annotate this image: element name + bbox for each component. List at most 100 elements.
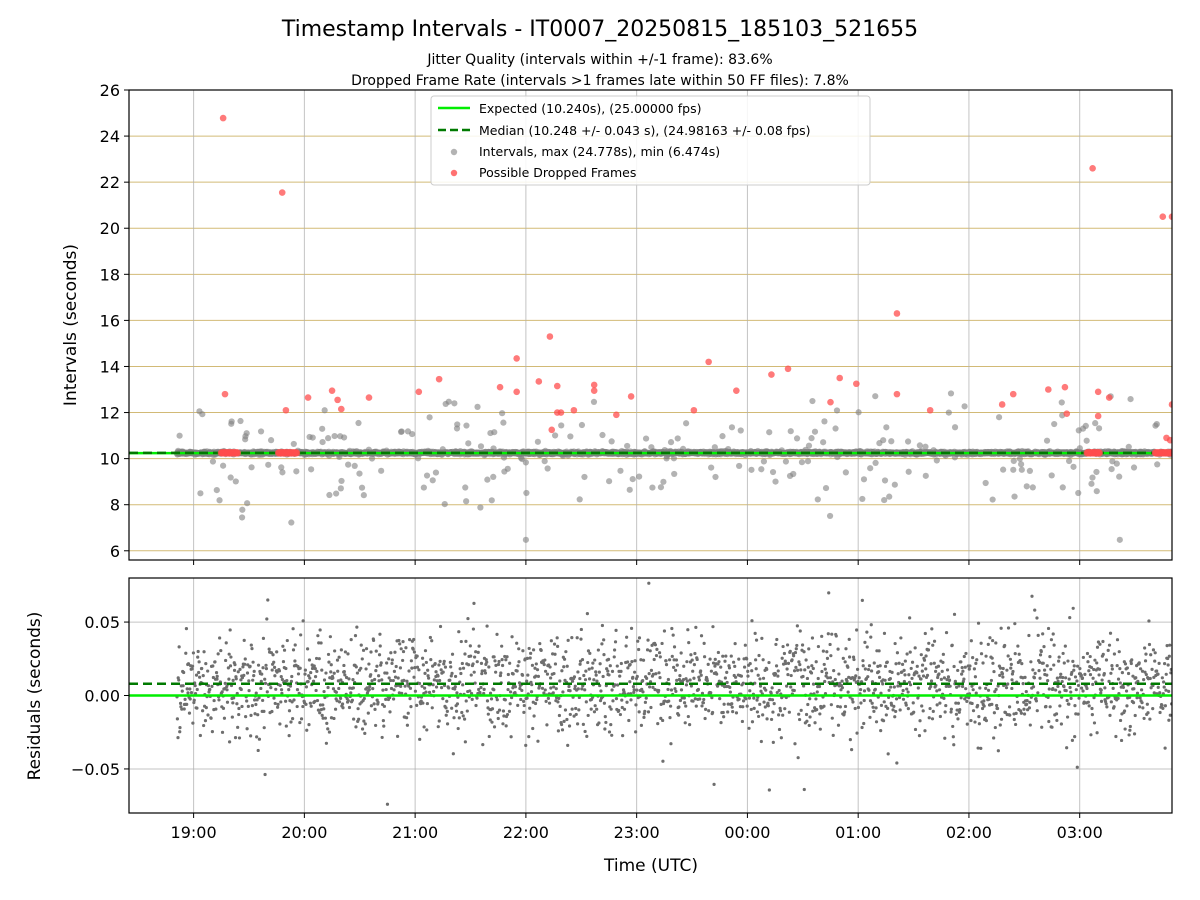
residual-point [203,718,208,723]
residual-point [505,712,510,717]
interval-point [683,420,690,427]
intervals-y-tick-label: 20 [100,219,120,238]
residual-point [533,701,538,706]
residual-point [284,724,288,728]
residual-point [579,637,583,641]
residual-point [273,701,277,706]
residual-point [558,679,562,683]
dropped-frame-point [570,406,578,414]
residual-point [643,700,648,704]
residual-point [319,641,323,645]
residual-point [782,651,787,656]
interval-point [1023,483,1030,490]
residual-point [793,742,797,746]
residual-point [566,743,570,747]
interval-point [288,519,295,526]
residual-point [510,695,514,700]
residual-point [879,691,883,695]
residual-point [208,687,212,692]
residual-point [789,673,793,678]
interval-point [534,438,541,445]
interval-point [451,400,458,407]
residual-point [765,667,769,671]
residual-point [581,722,585,726]
residual-point [668,715,672,720]
residual-point [627,718,631,723]
residual-point [685,679,689,683]
residual-point [273,674,277,678]
residual-point [590,666,594,670]
residual-point [738,705,743,709]
dropped-frame-point [1094,412,1102,420]
interval-point [660,478,667,485]
residual-point [373,707,377,711]
residual-point [214,671,219,675]
residual-point [378,632,382,636]
interval-point [590,398,598,405]
interval-point [808,435,815,442]
residual-point [332,671,336,675]
dropped-frame-point [548,426,556,434]
residual-point [228,628,232,632]
residual-point [741,681,745,685]
interval-point [891,481,898,488]
residual-point [278,722,282,726]
intervals-y-tick-label: 24 [100,127,120,146]
residual-point [292,698,296,702]
residual-point [881,682,885,686]
residual-point [186,691,190,695]
residual-point [754,667,758,671]
residual-point [798,663,802,667]
residual-point [822,662,826,667]
interval-point [1043,437,1051,444]
residual-point [863,640,867,644]
interval-point [338,477,345,485]
residual-point [530,663,535,667]
residual-point [825,656,830,660]
residual-point [797,717,802,722]
residual-point [861,664,865,668]
residual-point [195,706,199,710]
interval-point [736,462,743,470]
residual-point [259,686,263,691]
residual-point [633,670,637,674]
residual-point [186,662,191,666]
residual-point [227,652,231,656]
residual-point [301,619,305,623]
residual-point [497,708,502,712]
residual-point [813,706,817,710]
interval-point [805,442,813,449]
residual-point [741,699,746,703]
residual-point [501,709,506,713]
residual-point [657,651,662,655]
residual-point [285,678,289,683]
residual-point [238,667,242,671]
interval-point [961,403,968,410]
residual-point [816,676,820,681]
residual-point [802,787,806,792]
residual-point [244,715,248,719]
interval-point [670,455,678,462]
residual-point [750,720,755,724]
residual-point [185,702,189,706]
residual-point [715,684,720,688]
residual-point [262,726,266,730]
residual-point [801,674,805,679]
residual-point [600,642,604,646]
residual-point [799,708,803,712]
interval-point [1154,461,1161,468]
residual-point [834,634,838,638]
residual-point [521,699,526,703]
residual-point [311,679,316,683]
residual-point [828,676,833,680]
interval-point [356,470,363,477]
dropped-frame-point [1045,386,1052,393]
residual-point [515,669,519,673]
residual-point [191,721,195,725]
residual-point [527,646,531,651]
residual-point [716,650,720,655]
residual-point [684,704,688,708]
residual-point [592,710,597,714]
residual-point [259,679,263,683]
residual-point [462,717,467,721]
